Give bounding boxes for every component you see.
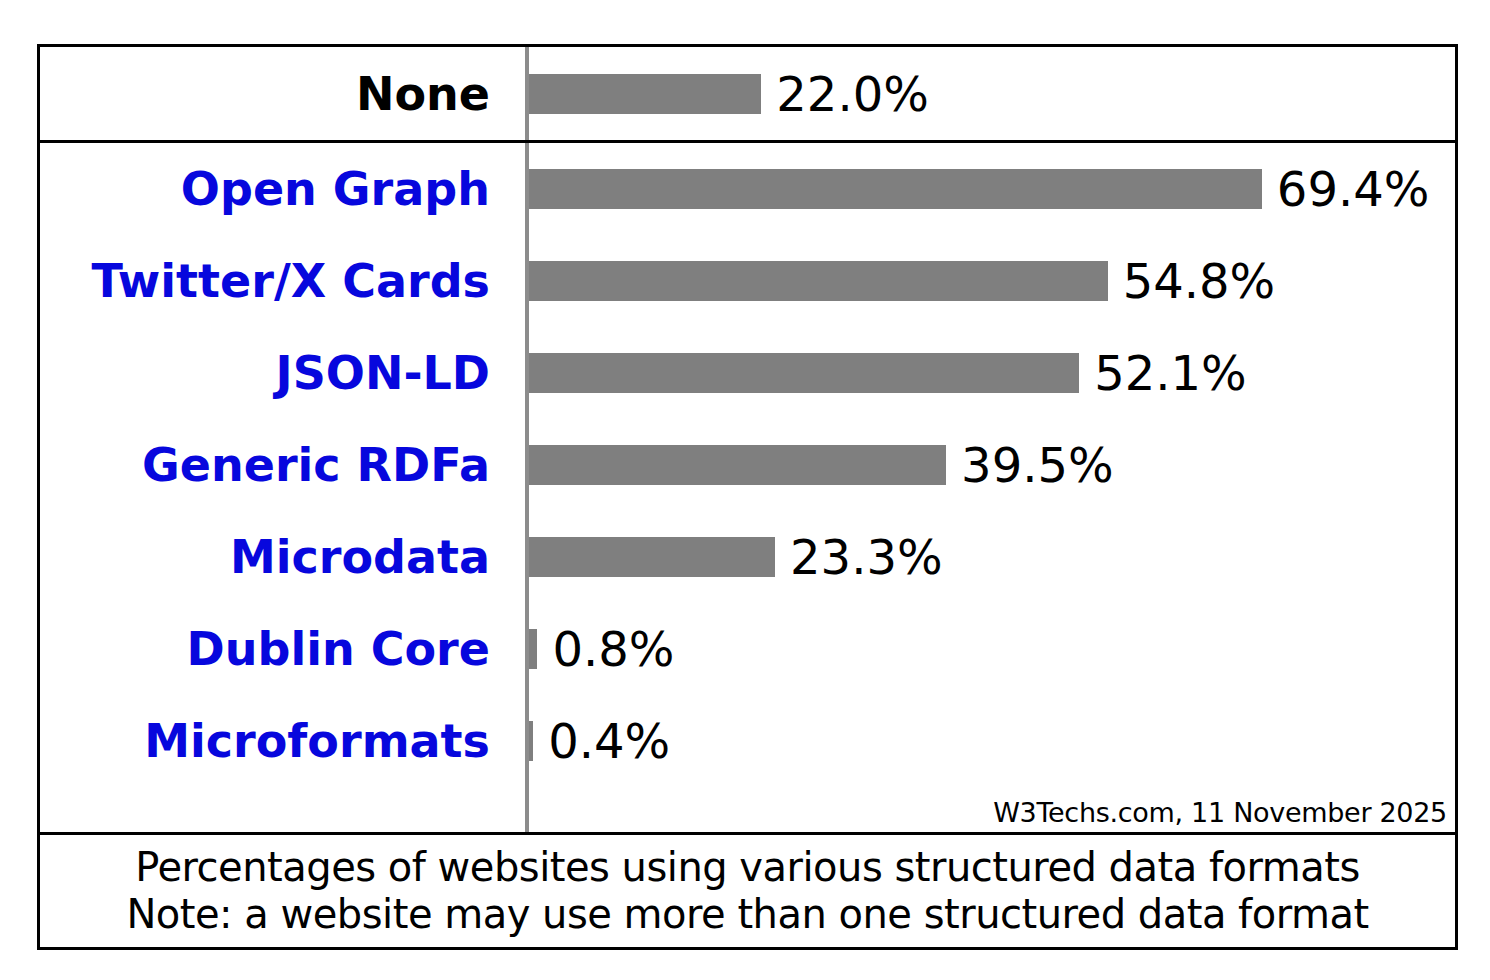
bar [529, 169, 1262, 209]
bar-cell: 52.1% [525, 327, 1455, 419]
bar [529, 537, 775, 577]
chart-row: Microformats 0.4% [40, 695, 1455, 787]
bar-value-label: 39.5% [961, 437, 1113, 493]
chart-row: Dublin Core 0.8% [40, 603, 1455, 695]
chart-row: None 22.0% [40, 47, 1455, 140]
bar-value-label: 0.8% [552, 621, 674, 677]
bar-value-label: 0.4% [548, 713, 670, 769]
bar-value-label: 22.0% [776, 66, 928, 122]
bar-cell: 69.4% [525, 143, 1455, 235]
bar-cell: 0.4% [525, 695, 1455, 787]
bar-value-label: 23.3% [790, 529, 942, 585]
chart-row: Open Graph 69.4% [40, 143, 1455, 235]
credit-spacer [40, 787, 525, 832]
source-note[interactable]: W3Techs.com, 11 November 2025 [525, 787, 1455, 832]
bar [529, 721, 533, 761]
bar-cell: 0.8% [525, 603, 1455, 695]
credit-row: W3Techs.com, 11 November 2025 [40, 787, 1455, 832]
bar-value-label: 69.4% [1277, 161, 1429, 217]
bar-cell: 22.0% [525, 47, 1455, 140]
bar [529, 74, 761, 114]
bar-cell: 39.5% [525, 419, 1455, 511]
bar-value-label: 52.1% [1094, 345, 1246, 401]
chart-row: Twitter/X Cards 54.8% [40, 235, 1455, 327]
bar-value-label: 54.8% [1123, 253, 1275, 309]
bars-area: Open Graph 69.4% Twitter/X Cards 54.8% JSON-… [40, 143, 1455, 787]
category-label[interactable]: Microdata [40, 511, 525, 603]
category-label[interactable]: Microformats [40, 695, 525, 787]
category-label[interactable]: Open Graph [40, 143, 525, 235]
bar [529, 353, 1079, 393]
category-label[interactable]: JSON-LD [40, 327, 525, 419]
bar [529, 445, 946, 485]
bar-cell: 54.8% [525, 235, 1455, 327]
bar-cell: 23.3% [525, 511, 1455, 603]
chart-frame: None 22.0% Open Graph 69.4% Twitter/X Cards… [37, 44, 1458, 950]
chart-row: JSON-LD 52.1% [40, 327, 1455, 419]
caption-line-2: Note: a website may use more than one st… [40, 891, 1455, 938]
chart-row: Generic RDFa 39.5% [40, 419, 1455, 511]
category-label: None [40, 47, 525, 140]
chart-row: Microdata 23.3% [40, 511, 1455, 603]
bar [529, 629, 537, 669]
category-label[interactable]: Twitter/X Cards [40, 235, 525, 327]
caption-box: Percentages of websites using various st… [40, 835, 1455, 947]
main-section: Open Graph 69.4% Twitter/X Cards 54.8% JSON-… [40, 143, 1455, 835]
bar [529, 261, 1108, 301]
category-label[interactable]: Dublin Core [40, 603, 525, 695]
caption-line-1: Percentages of websites using various st… [40, 844, 1455, 891]
category-label[interactable]: Generic RDFa [40, 419, 525, 511]
none-section: None 22.0% [40, 47, 1455, 143]
